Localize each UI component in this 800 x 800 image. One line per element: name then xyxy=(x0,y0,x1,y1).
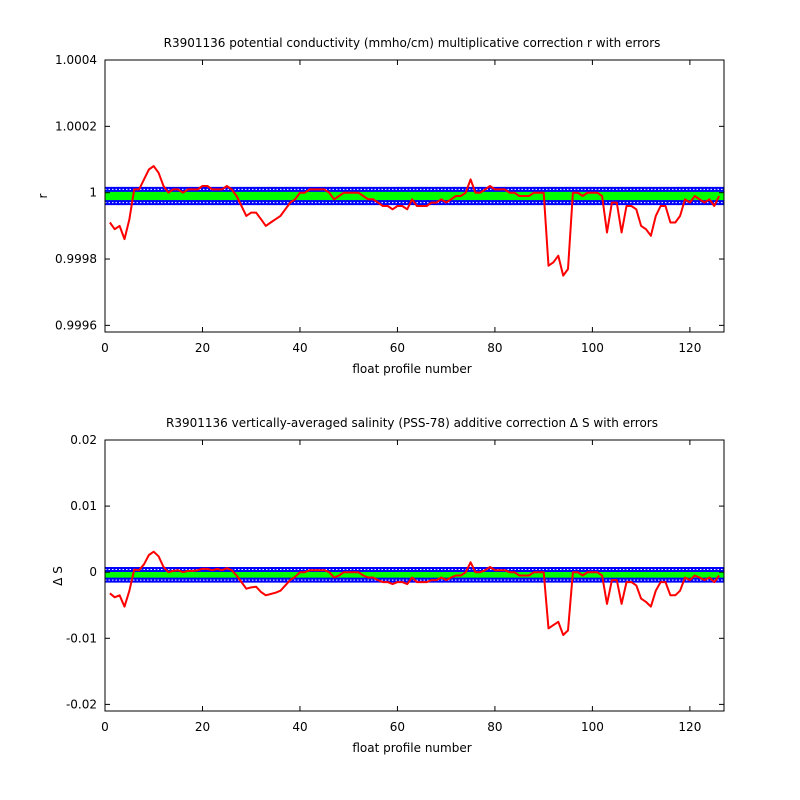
correction-series-line xyxy=(109,550,720,636)
y-tick-label: -0.02 xyxy=(66,697,97,711)
y-axis-label: Δ S xyxy=(51,566,65,586)
x-axis-ticks: 0 20 40 60 80 100 120 xyxy=(101,60,701,355)
x-tick-label: 20 xyxy=(195,341,210,355)
x-tick-label: 80 xyxy=(487,341,502,355)
x-tick-label: 100 xyxy=(581,720,604,734)
x-tick-label: 40 xyxy=(292,720,307,734)
y-tick-label: 0.9996 xyxy=(55,318,97,332)
y-axis-ticks: 0.9996 0.9998 1 1.0002 1.0004 xyxy=(55,53,724,332)
plot-frame xyxy=(104,59,725,333)
y-tick-label: 0.01 xyxy=(70,499,97,513)
y-tick-label: 0.9998 xyxy=(55,252,97,266)
x-tick-label: 120 xyxy=(678,341,701,355)
x-axis-label: float profile number xyxy=(352,362,471,376)
x-axis-label: float profile number xyxy=(352,741,471,755)
conductivity-correction-panel: R3901136 potential conductivity (mmho/cm… xyxy=(36,36,725,376)
error-band-fill xyxy=(105,189,724,203)
series-lines xyxy=(109,550,720,636)
x-tick-label: 20 xyxy=(195,720,210,734)
x-tick-label: 100 xyxy=(581,341,604,355)
y-tick-label: 1.0004 xyxy=(55,53,97,67)
x-tick-label: 40 xyxy=(292,341,307,355)
correction-series-line xyxy=(109,165,721,277)
y-tick-label: 1 xyxy=(89,186,97,200)
series-lines xyxy=(109,165,721,277)
x-tick-label: 0 xyxy=(101,720,109,734)
y-tick-label: 0 xyxy=(89,565,97,579)
x-tick-label: 60 xyxy=(390,341,405,355)
y-tick-label: 1.0002 xyxy=(55,119,97,133)
y-axis-ticks: -0.02 -0.01 0 0.01 0.02 xyxy=(66,433,724,711)
x-axis-ticks: 0 20 40 60 80 100 120 xyxy=(101,440,701,734)
plot-frame xyxy=(104,439,725,712)
x-tick-label: 60 xyxy=(390,720,405,734)
y-axis-label: r xyxy=(36,193,50,198)
chart-title: R3901136 potential conductivity (mmho/cm… xyxy=(164,36,661,50)
x-tick-label: 120 xyxy=(678,720,701,734)
chart-title: R3901136 vertically-averaged salinity (P… xyxy=(166,416,658,430)
y-tick-label: 0.02 xyxy=(70,433,97,447)
error-band-fill xyxy=(105,569,724,581)
y-tick-label: -0.01 xyxy=(66,631,97,645)
x-tick-label: 80 xyxy=(487,720,502,734)
x-tick-label: 0 xyxy=(101,341,109,355)
error-band xyxy=(105,186,724,206)
salinity-correction-panel: R3901136 vertically-averaged salinity (P… xyxy=(51,416,725,755)
